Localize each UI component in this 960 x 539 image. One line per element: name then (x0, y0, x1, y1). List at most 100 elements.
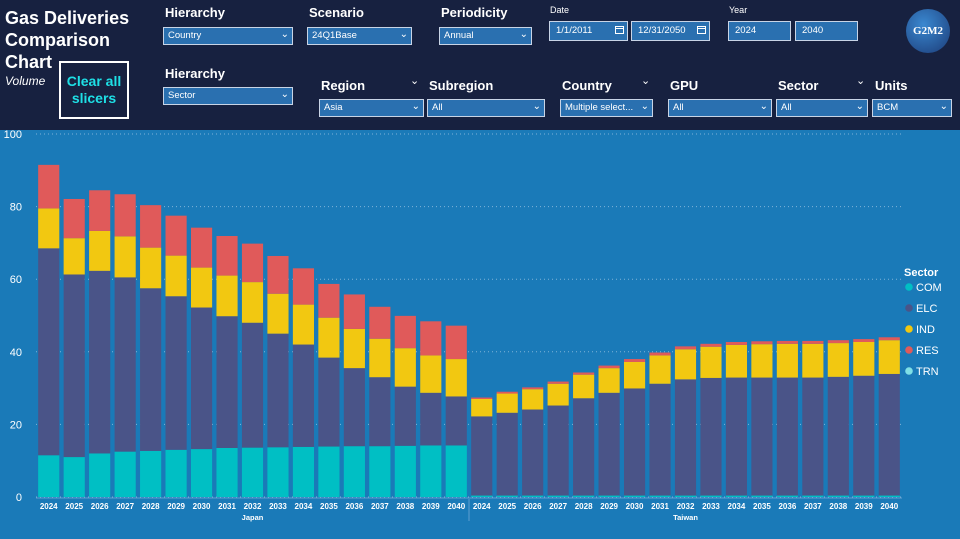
chevron-down-icon: ⌄ (519, 29, 528, 40)
scenario-dropdown[interactable]: 24Q1Base ⌄ (307, 27, 412, 45)
year-label: Year (729, 5, 748, 15)
bar-segment-com (547, 495, 569, 497)
x-tick-label: 2026 (91, 502, 109, 511)
bar-segment-ind (318, 317, 340, 358)
bar-segment-com (827, 495, 849, 497)
bar-segment-res (674, 346, 697, 350)
bar-segment-com (496, 495, 518, 497)
scenario-value: 24Q1Base (312, 30, 357, 41)
bar-segment-com (165, 449, 187, 497)
x-tick-label: 2039 (855, 502, 873, 511)
bar-segment-elc (776, 377, 798, 496)
x-tick-label: 2034 (295, 502, 313, 511)
hierarchy-2-dropdown[interactable]: Sector ⌄ (163, 87, 293, 105)
bar-segment-elc (216, 316, 238, 448)
bar-segment-res (369, 306, 391, 339)
bar-segment-elc (445, 396, 467, 446)
sector-label: Sector (778, 78, 819, 93)
bar-segment-com (751, 495, 773, 497)
region-dropdown[interactable]: Asia ⌄ (319, 99, 424, 117)
units-dropdown[interactable]: BCM ⌄ (872, 99, 952, 117)
bar-segment-elc (89, 270, 111, 454)
sector-dropdown[interactable]: All ⌄ (776, 99, 868, 117)
bar-segment-ind (63, 238, 85, 275)
bar-segment-elc (878, 373, 900, 496)
bar-segment-res (318, 283, 340, 318)
bar-segment-elc (751, 377, 773, 496)
gpu-dropdown[interactable]: All ⌄ (668, 99, 772, 117)
x-tick-label: 2025 (65, 502, 83, 511)
bar-segment-elc (114, 277, 136, 452)
y-tick-label: 0 (16, 492, 22, 504)
end-date-input[interactable]: 12/31/2050 (631, 21, 710, 41)
clear-all-slicers-button[interactable]: Clear all slicers (59, 61, 129, 119)
periodicity-dropdown[interactable]: Annual ⌄ (439, 27, 532, 45)
x-tick-label: 2036 (778, 502, 796, 511)
y-tick-label: 60 (10, 274, 22, 286)
bar-segment-res (38, 164, 60, 209)
legend-marker-res (905, 346, 913, 354)
legend-marker-elc (905, 304, 913, 312)
bar-segment-com (776, 495, 798, 497)
bar-segment-res (471, 397, 493, 399)
date-label: Date (550, 5, 570, 15)
x-tick-label: 2033 (702, 502, 720, 511)
bar-segment-ind (165, 255, 187, 297)
calendar-icon[interactable] (615, 26, 624, 34)
bar-segment-com (445, 445, 467, 497)
x-tick-label: 2027 (549, 502, 567, 511)
hierarchy-dropdown[interactable]: Country ⌄ (163, 27, 293, 45)
g2m2-logo: G2M2 (906, 9, 950, 53)
bar-segment-ind (522, 389, 544, 410)
units-label: Units (875, 78, 908, 93)
bar-segment-res (700, 343, 722, 347)
bar-segment-ind (598, 368, 620, 393)
periodicity-label: Periodicity (441, 5, 508, 20)
legend-marker-ind (905, 325, 913, 333)
subregion-dropdown[interactable]: All ⌄ (427, 99, 545, 117)
gpu-value: All (673, 102, 684, 113)
start-year-input[interactable]: 2024 (728, 21, 791, 41)
country-dropdown[interactable]: Multiple select... ⌄ (560, 99, 653, 117)
bar-segment-elc (547, 405, 569, 496)
end-year-input[interactable]: 2040 (795, 21, 858, 41)
bar-segment-res (63, 198, 85, 239)
legend-entry-ind: IND (916, 324, 935, 336)
bar-segment-res (751, 341, 773, 345)
bar-segment-ind (420, 355, 442, 393)
bar-segment-res (827, 340, 849, 344)
bar-segment-res (140, 205, 162, 248)
bar-segment-elc (623, 388, 646, 496)
bar-segment-com (241, 447, 264, 497)
sector-collapse-icon[interactable]: ⌄ (856, 75, 866, 87)
chevron-down-icon: ⌄ (532, 101, 541, 112)
legend-entry-com: COM (916, 282, 942, 294)
end-date-value: 12/31/2050 (638, 25, 686, 36)
region-collapse-icon[interactable]: ⌄ (410, 75, 420, 87)
bar-segment-com (114, 451, 136, 497)
bar-segment-ind (89, 230, 111, 271)
x-tick-label: 2032 (677, 502, 695, 511)
bar-segment-com (878, 495, 900, 497)
page-subtitle: Volume (5, 74, 46, 88)
calendar-icon[interactable] (697, 26, 706, 34)
country-collapse-icon[interactable]: ⌄ (641, 75, 651, 87)
region-label: Region (321, 78, 366, 93)
x-tick-label: 2040 (447, 502, 465, 511)
page-title: Gas Deliveries Comparison Chart (5, 8, 130, 72)
bar-segment-ind (216, 275, 238, 317)
hierarchy-label: Hierarchy (165, 5, 225, 20)
bar-segment-res (802, 340, 824, 344)
y-tick-label: 20 (10, 419, 22, 431)
subregion-value: All (432, 102, 443, 113)
bar-segment-com (725, 495, 748, 497)
bar-segment-res (165, 215, 187, 256)
bar-segment-res (725, 341, 748, 345)
bar-segment-elc (700, 377, 722, 496)
bar-segment-com (649, 495, 671, 497)
chevron-down-icon: ⌄ (640, 101, 649, 112)
bar-segment-elc (38, 248, 60, 456)
legend-marker-com (905, 283, 913, 291)
start-date-input[interactable]: 1/1/2011 (549, 21, 628, 41)
bar-segment-elc (725, 377, 748, 496)
